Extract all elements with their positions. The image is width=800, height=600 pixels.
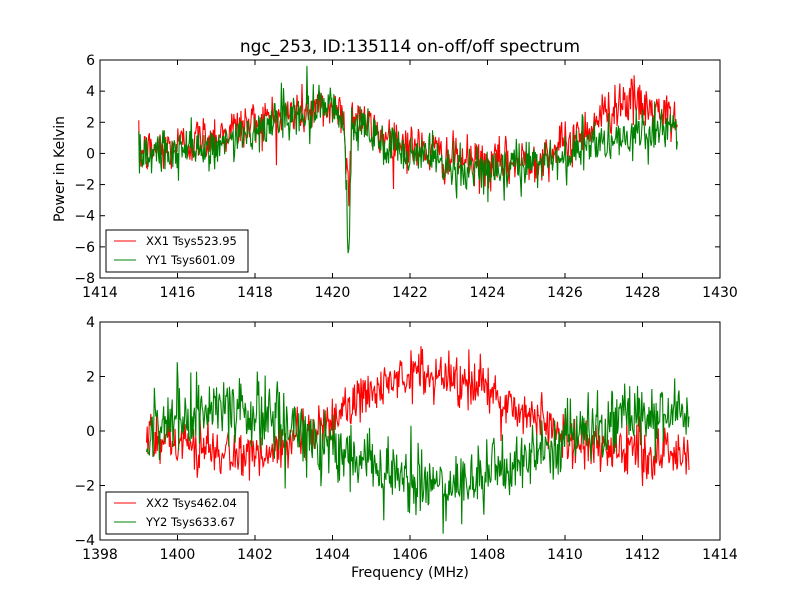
top-x-tick-label: 1416 bbox=[160, 285, 196, 301]
top-y-tick-label: 0 bbox=[86, 146, 95, 162]
series-line-yy2 bbox=[145, 362, 690, 534]
bottom-x-tick-label: 1404 bbox=[315, 547, 351, 563]
top-legend-label-yy1: YY1 Tsys601.09 bbox=[145, 253, 235, 267]
bottom-ticks-layer: 1398 1400 1402 1404 1406 1408 1410 1412 1414 4 2 0 −… bbox=[74, 315, 738, 563]
top-y-axis-label: Power in Kelvin bbox=[52, 116, 68, 222]
bottom-series-layer bbox=[145, 346, 690, 534]
top-y-tick-label: −6 bbox=[74, 240, 95, 256]
top-x-tick-label: 1422 bbox=[392, 285, 428, 301]
bottom-y-tick-label: 0 bbox=[86, 424, 95, 440]
bottom-x-axis-label: Frequency (MHz) bbox=[351, 565, 469, 581]
series-line-yy1 bbox=[138, 65, 678, 254]
bottom-legend-box bbox=[105, 491, 249, 535]
bottom-x-tick-label: 1414 bbox=[702, 547, 738, 563]
bottom-x-tick-label: 1398 bbox=[82, 547, 118, 563]
bottom-x-tick-label: 1408 bbox=[470, 547, 506, 563]
top-y-tick-label: 2 bbox=[86, 115, 95, 131]
top-x-tick-label: 1414 bbox=[82, 285, 118, 301]
top-ticks-layer: 1414 1416 1418 1420 1422 1424 1426 1428 1430 6 4 2 0… bbox=[74, 53, 737, 301]
bottom-y-tick-label: −4 bbox=[74, 533, 95, 549]
top-series-layer bbox=[138, 65, 678, 254]
top-legend: XX1 Tsys523.95 YY1 Tsys601.09 bbox=[105, 229, 249, 273]
top-x-tick-label: 1418 bbox=[237, 285, 273, 301]
chart-title: ngc_253, ID:135114 on-off/off spectrum bbox=[240, 37, 580, 57]
series-line-xx2 bbox=[145, 346, 690, 487]
top-x-tick-label: 1426 bbox=[547, 285, 583, 301]
bottom-y-tick-label: −2 bbox=[74, 479, 95, 495]
bottom-x-tick-label: 1406 bbox=[392, 547, 428, 563]
top-y-tick-label: 4 bbox=[86, 84, 95, 100]
top-x-tick-label: 1428 bbox=[625, 285, 661, 301]
bottom-subplot: 1398 1400 1402 1404 1406 1408 1410 1412 1414 4 2 0 −… bbox=[74, 315, 738, 581]
top-y-tick-label: 6 bbox=[86, 53, 95, 69]
bottom-legend-label-xx2: XX2 Tsys462.04 bbox=[146, 496, 237, 510]
top-legend-label-xx1: XX1 Tsys523.95 bbox=[146, 234, 237, 248]
bottom-y-tick-label: 2 bbox=[86, 370, 95, 386]
bottom-x-tick-label: 1400 bbox=[160, 547, 196, 563]
top-subplot: ngc_253, ID:135114 on-off/off spectrum P… bbox=[52, 37, 738, 301]
bottom-x-tick-label: 1410 bbox=[547, 547, 583, 563]
top-x-tick-label: 1424 bbox=[470, 285, 506, 301]
bottom-legend: XX2 Tsys462.04 YY2 Tsys633.67 bbox=[105, 491, 249, 535]
bottom-x-tick-label: 1412 bbox=[625, 547, 661, 563]
bottom-x-tick-label: 1402 bbox=[237, 547, 273, 563]
bottom-y-tick-label: 4 bbox=[86, 315, 95, 331]
top-x-tick-label: 1430 bbox=[702, 285, 738, 301]
bottom-legend-label-yy2: YY2 Tsys633.67 bbox=[145, 515, 235, 529]
top-y-tick-label: −2 bbox=[74, 178, 95, 194]
top-y-tick-label: −8 bbox=[74, 271, 95, 287]
top-x-tick-label: 1420 bbox=[315, 285, 351, 301]
top-y-tick-label: −4 bbox=[74, 209, 95, 225]
top-legend-box bbox=[105, 229, 249, 273]
